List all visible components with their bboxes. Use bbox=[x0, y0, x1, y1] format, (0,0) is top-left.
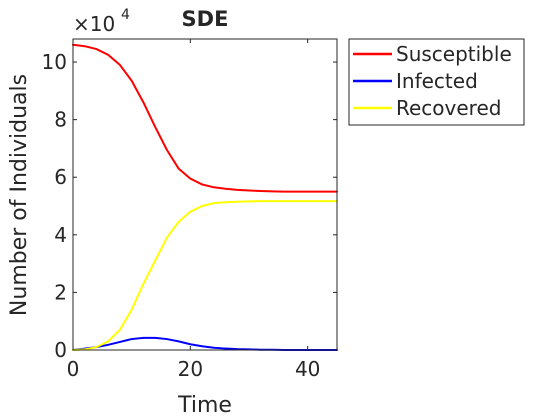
x-tick-label: 40 bbox=[295, 357, 320, 381]
legend-label-susceptible: Susceptible bbox=[396, 42, 512, 66]
y-tick-label: 0 bbox=[54, 338, 67, 362]
legend-label-infected: Infected bbox=[396, 69, 478, 93]
y-tick-label: 6 bbox=[54, 165, 67, 189]
y-tick-label: 10 bbox=[42, 50, 67, 74]
x-tick-label: 20 bbox=[178, 357, 203, 381]
y-tick-label: 2 bbox=[54, 280, 67, 304]
series-line-susceptible bbox=[72, 43, 338, 193]
legend-label-recovered: Recovered bbox=[396, 96, 501, 120]
y-multiplier-base: ×10 bbox=[73, 12, 115, 36]
chart-title: SDE bbox=[182, 7, 229, 31]
y-tick-label: 8 bbox=[54, 108, 67, 132]
plot-area bbox=[73, 39, 337, 350]
x-tick-label: 0 bbox=[67, 357, 80, 381]
y-multiplier-exponent: 4 bbox=[121, 7, 130, 23]
x-axis-label: Time bbox=[177, 393, 232, 418]
y-axis-label: Number of Individuals bbox=[7, 74, 32, 316]
y-tick-label: 4 bbox=[54, 223, 67, 247]
legend: Susceptible Infected Recovered bbox=[348, 38, 525, 126]
series-line-recovered bbox=[72, 200, 338, 351]
plot-frame bbox=[72, 38, 338, 351]
